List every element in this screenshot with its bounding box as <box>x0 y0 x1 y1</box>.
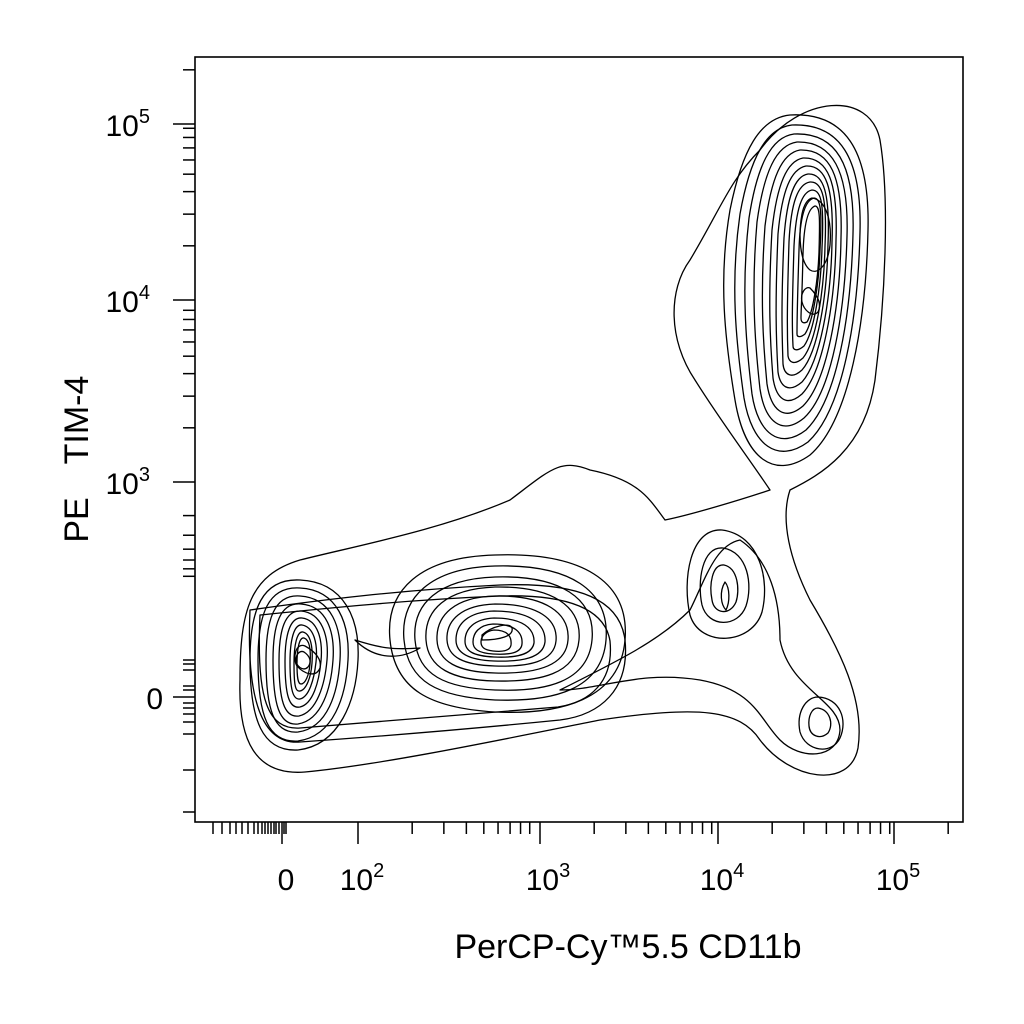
contour-lines <box>239 104 887 776</box>
contour-bottom-right-outer <box>798 696 844 750</box>
y-axis: 0 103 104 105 <box>106 69 195 813</box>
contour-bottom-right-inner <box>808 707 832 738</box>
x-axis-title: PerCP-Cy™5.5 CD11b <box>454 928 801 966</box>
contour-mid-right-2 <box>699 547 750 623</box>
contour-outer-envelope <box>239 104 887 776</box>
y-axis-title-part-1: PE <box>58 497 96 542</box>
y-axis-title: PE TIM-4 <box>58 376 96 543</box>
x-tick-label: 103 <box>526 860 571 897</box>
contour-middle-population <box>388 554 626 714</box>
y-tick-label: 0 <box>146 683 163 716</box>
contour-mid-right-outer <box>686 529 766 639</box>
contour-right-lobe <box>559 539 841 755</box>
y-tick-label: 105 <box>106 106 151 143</box>
x-tick-label: 0 <box>278 864 295 897</box>
y-tick-label: 103 <box>106 464 151 501</box>
contour-mid-right-3 <box>710 564 739 613</box>
y-tick-label: 104 <box>106 282 151 319</box>
contour-upper-right-population <box>723 114 869 467</box>
contour-left-population <box>249 579 359 751</box>
x-tick-label: 104 <box>700 860 745 897</box>
contour-lower-bridge <box>248 584 627 743</box>
x-tick-label: 105 <box>876 860 921 897</box>
x-axis: 0 102 103 104 105 <box>212 822 949 897</box>
contour-mid-right-core <box>720 581 730 611</box>
x-tick-label: 102 <box>340 860 385 897</box>
y-axis-title-part-2: TIM-4 <box>58 376 96 465</box>
plot-frame <box>194 56 964 823</box>
